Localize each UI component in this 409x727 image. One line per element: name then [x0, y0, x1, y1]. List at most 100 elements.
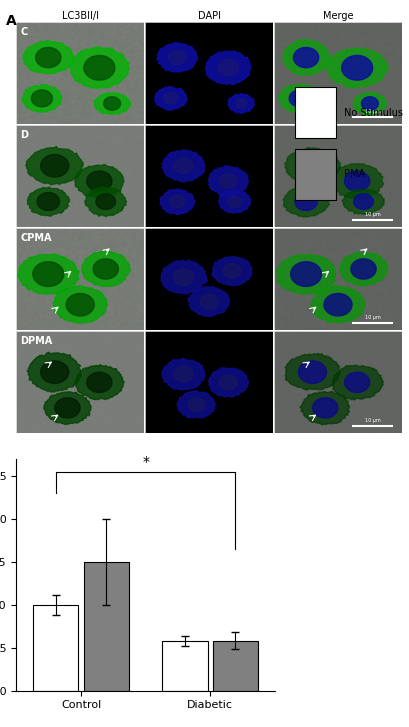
Polygon shape — [40, 155, 69, 177]
Polygon shape — [161, 150, 205, 182]
Polygon shape — [222, 264, 240, 278]
Polygon shape — [330, 164, 383, 198]
Title: LC3BII/I: LC3BII/I — [62, 11, 99, 21]
Polygon shape — [208, 368, 248, 397]
Polygon shape — [173, 158, 193, 174]
Polygon shape — [326, 48, 388, 88]
Polygon shape — [341, 189, 384, 214]
Polygon shape — [310, 286, 364, 324]
Polygon shape — [160, 189, 195, 214]
Text: *: * — [142, 455, 149, 470]
Polygon shape — [294, 193, 317, 211]
Polygon shape — [154, 87, 187, 110]
Bar — [212, 641, 258, 691]
Text: CPMA: CPMA — [20, 233, 52, 244]
Polygon shape — [282, 39, 329, 76]
Polygon shape — [218, 190, 250, 213]
Polygon shape — [168, 50, 186, 65]
Polygon shape — [298, 361, 326, 383]
Polygon shape — [18, 254, 79, 294]
Title: DAPI: DAPI — [197, 11, 220, 21]
Polygon shape — [53, 286, 107, 324]
Polygon shape — [27, 353, 81, 392]
Polygon shape — [23, 41, 74, 73]
Polygon shape — [219, 375, 236, 390]
Polygon shape — [200, 294, 218, 309]
Text: No Stimulus: No Stimulus — [344, 108, 402, 118]
Polygon shape — [164, 93, 178, 104]
Polygon shape — [361, 97, 378, 111]
Polygon shape — [353, 193, 373, 209]
Text: D: D — [20, 130, 28, 140]
Polygon shape — [157, 43, 198, 72]
Polygon shape — [66, 294, 94, 316]
Polygon shape — [173, 366, 193, 382]
Polygon shape — [344, 171, 369, 191]
Polygon shape — [284, 353, 340, 390]
Polygon shape — [282, 186, 329, 217]
Polygon shape — [74, 164, 124, 198]
Polygon shape — [161, 260, 207, 294]
Polygon shape — [188, 398, 204, 411]
Polygon shape — [75, 365, 124, 400]
Polygon shape — [276, 254, 335, 295]
Polygon shape — [344, 372, 369, 393]
Polygon shape — [22, 84, 62, 112]
Polygon shape — [218, 60, 238, 76]
Bar — [83, 562, 128, 691]
Polygon shape — [227, 94, 254, 113]
Polygon shape — [85, 187, 126, 217]
Polygon shape — [331, 365, 382, 400]
Polygon shape — [44, 392, 91, 425]
Polygon shape — [173, 269, 193, 285]
Polygon shape — [84, 55, 115, 80]
Text: C: C — [20, 27, 27, 37]
Polygon shape — [96, 193, 115, 209]
Polygon shape — [33, 262, 63, 286]
Polygon shape — [169, 196, 184, 208]
Polygon shape — [36, 47, 61, 68]
Polygon shape — [103, 97, 120, 111]
Text: 10 μm: 10 μm — [364, 212, 380, 217]
Polygon shape — [55, 398, 80, 418]
Polygon shape — [277, 84, 320, 113]
Polygon shape — [352, 92, 386, 115]
Polygon shape — [341, 55, 372, 80]
Title: Merge: Merge — [322, 11, 353, 21]
Polygon shape — [207, 166, 248, 196]
Polygon shape — [40, 361, 69, 383]
Polygon shape — [205, 51, 251, 85]
Polygon shape — [81, 251, 130, 286]
Text: 10 μm: 10 μm — [364, 109, 380, 113]
Polygon shape — [211, 257, 252, 286]
Polygon shape — [312, 398, 337, 418]
Text: 10 μm: 10 μm — [364, 418, 380, 423]
Polygon shape — [37, 193, 59, 211]
Bar — [162, 641, 207, 691]
Polygon shape — [93, 259, 118, 279]
Polygon shape — [288, 90, 310, 107]
Polygon shape — [187, 286, 230, 316]
Polygon shape — [94, 92, 130, 115]
Text: A: A — [6, 14, 17, 28]
Polygon shape — [299, 392, 349, 425]
Polygon shape — [31, 90, 52, 107]
Polygon shape — [27, 187, 70, 216]
Polygon shape — [339, 252, 387, 286]
Polygon shape — [235, 99, 246, 108]
Polygon shape — [284, 148, 339, 183]
Polygon shape — [87, 171, 112, 191]
Bar — [33, 605, 78, 691]
Polygon shape — [87, 372, 112, 393]
Text: DPMA: DPMA — [20, 337, 52, 346]
Polygon shape — [70, 47, 129, 89]
Text: PMA: PMA — [344, 169, 365, 180]
Polygon shape — [176, 391, 215, 418]
Polygon shape — [227, 196, 241, 207]
Polygon shape — [219, 174, 236, 188]
Polygon shape — [26, 147, 83, 185]
Polygon shape — [290, 262, 321, 286]
Polygon shape — [350, 259, 375, 279]
Polygon shape — [293, 47, 318, 68]
Polygon shape — [162, 358, 205, 390]
